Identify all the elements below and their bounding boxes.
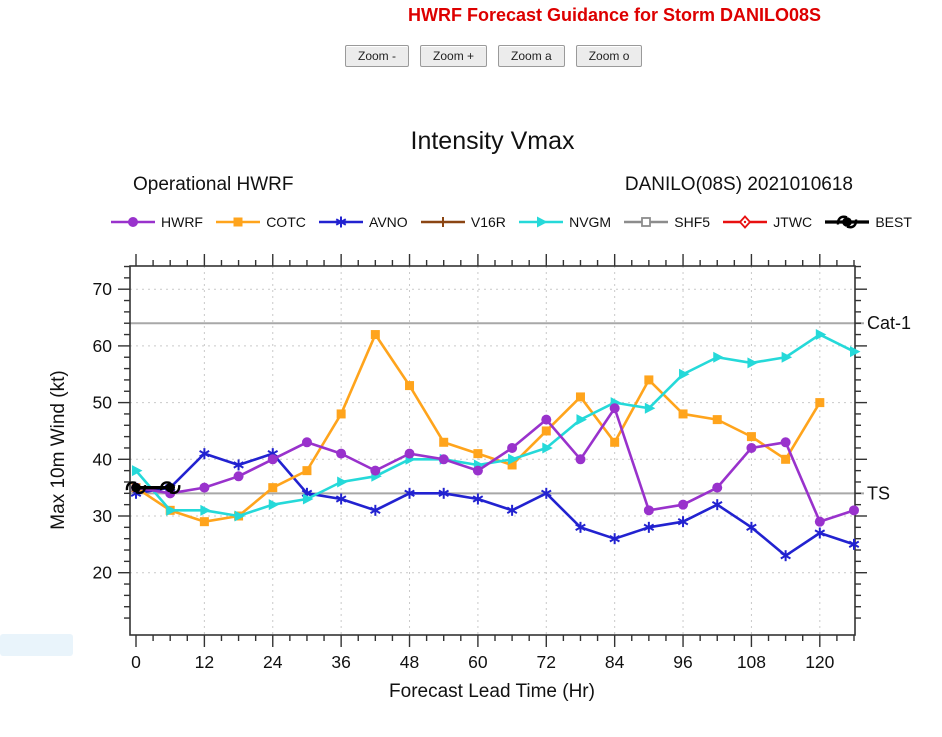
legend-label: SHF5 xyxy=(674,214,711,230)
x-tick-label: 120 xyxy=(805,652,834,672)
ref-label-ts: TS xyxy=(867,483,890,503)
series-cotc xyxy=(131,330,825,527)
page-title: HWRF Forecast Guidance for Storm DANILO0… xyxy=(408,5,822,25)
best-line-marker-icon xyxy=(825,215,870,229)
y-tick-label: 20 xyxy=(93,563,113,583)
hwrf-line-marker-icon xyxy=(111,217,155,227)
x-axis-title: Forecast Lead Time (Hr) xyxy=(389,681,595,702)
status-box xyxy=(0,634,73,656)
y-tick-label: 30 xyxy=(93,506,113,526)
avno-line-marker-icon xyxy=(319,216,364,228)
chart-title: Intensity Vmax xyxy=(410,127,575,155)
plot-border xyxy=(129,265,856,636)
zoom-out-button[interactable]: Zoom - xyxy=(345,45,410,67)
x-tick-label: 72 xyxy=(537,652,556,672)
legend-label: JTWC xyxy=(773,214,813,230)
legend-label: BEST xyxy=(875,214,912,230)
ref-label-cat-1: Cat-1 xyxy=(867,313,911,333)
legend-item-hwrf: HWRF xyxy=(110,213,203,231)
series-best xyxy=(125,481,181,495)
legend-label: NVGM xyxy=(569,214,612,230)
legend-item-best: BEST xyxy=(824,213,912,231)
legend-item-avno: AVNO xyxy=(318,213,408,231)
legend-item-shf5: SHF5 xyxy=(623,213,710,231)
chart-subtitle-left: Operational HWRF xyxy=(133,174,294,195)
y-tick-label: 70 xyxy=(93,279,113,299)
gridlines xyxy=(130,266,855,635)
legend-item-cotc: COTC xyxy=(215,213,306,231)
legend-item-nvgm: NVGM xyxy=(518,213,611,231)
x-tick-label: 36 xyxy=(331,652,350,672)
x-tick-label: 12 xyxy=(195,652,214,672)
x-tick-label: 84 xyxy=(605,652,625,672)
zoom-orig-button[interactable]: Zoom o xyxy=(575,45,643,67)
legend-label: COTC xyxy=(266,214,306,230)
legend-label: HWRF xyxy=(161,214,203,230)
series-hwrf xyxy=(131,403,859,527)
legend-label: AVNO xyxy=(369,214,408,230)
zoom-all-button[interactable]: Zoom a xyxy=(498,45,565,67)
axis-ticks xyxy=(118,254,867,647)
x-tick-label: 96 xyxy=(673,652,692,672)
legend-item-v16r: V16R xyxy=(420,213,506,231)
y-axis-title: Max 10m Wind (kt) xyxy=(48,370,69,529)
x-tick-label: 60 xyxy=(468,652,488,672)
zoom-in-button[interactable]: Zoom + xyxy=(420,45,488,67)
x-tick-label: 24 xyxy=(263,652,283,672)
chart-legend: HWRF COTC AVNO V16R NVGM SHF5 JTWC BEST xyxy=(110,210,912,234)
x-tick-label: 108 xyxy=(737,652,766,672)
series-avno xyxy=(130,448,860,562)
y-tick-label: 50 xyxy=(93,393,113,413)
legend-label: V16R xyxy=(470,214,506,230)
legend-item-jtwc: JTWC xyxy=(722,213,812,231)
y-tick-label: 60 xyxy=(93,336,113,356)
x-tick-label: 48 xyxy=(400,652,419,672)
cotc-line-marker-icon xyxy=(216,217,261,227)
zoom-toolbar: Zoom - Zoom + Zoom a Zoom o xyxy=(345,45,643,67)
nvgm-line-marker-icon xyxy=(519,216,564,228)
jtwc-line-marker-icon xyxy=(723,215,768,229)
chart-subtitle-right: DANILO(08S) 2021010618 xyxy=(624,174,853,195)
shf5-line-marker-icon xyxy=(624,217,669,227)
y-tick-label: 40 xyxy=(93,449,113,469)
x-tick-label: 0 xyxy=(131,652,141,672)
v16r-line-marker-icon xyxy=(420,217,465,227)
